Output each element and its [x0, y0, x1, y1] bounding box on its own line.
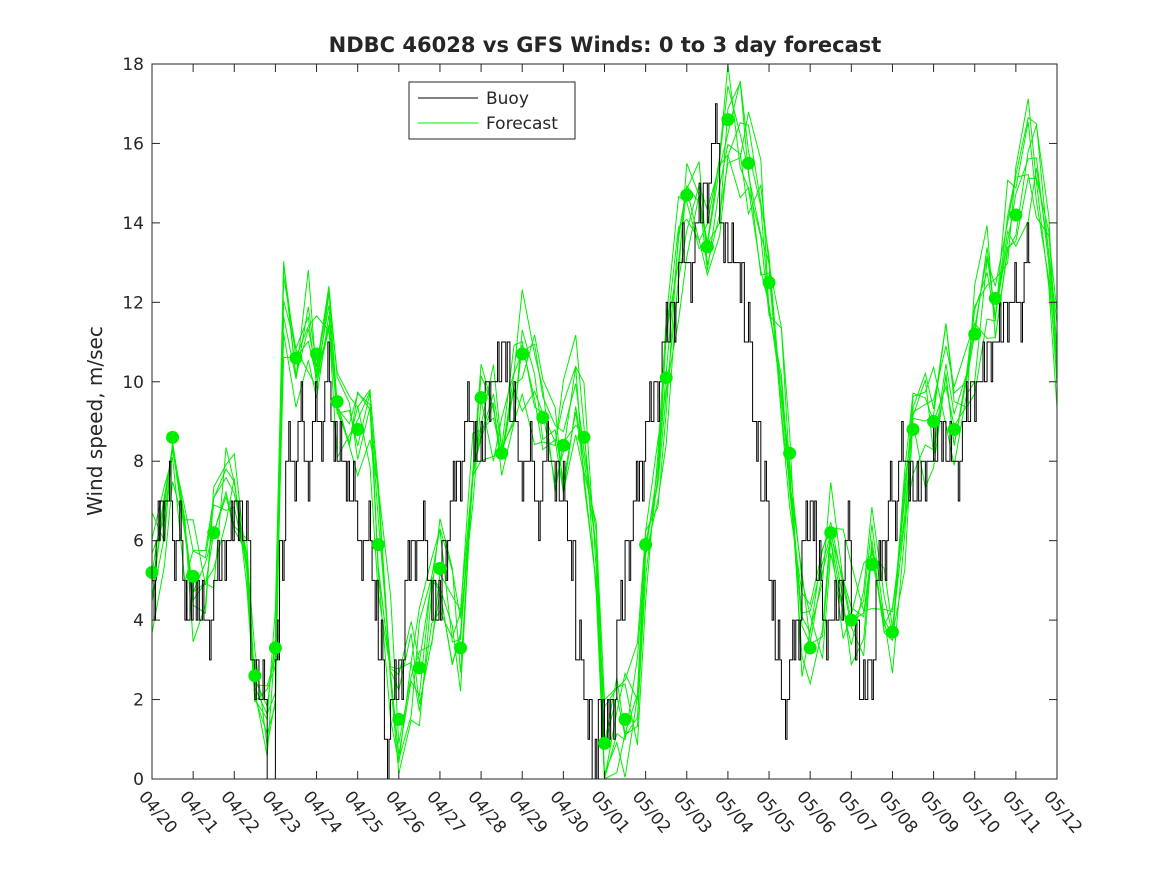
- forecast-marker: [741, 156, 755, 170]
- forecast-marker: [310, 347, 324, 361]
- forecast-marker: [268, 641, 282, 655]
- forecast-marker: [556, 438, 570, 452]
- y-tick-label: 6: [133, 532, 144, 552]
- x-tick-label: 04/23: [258, 787, 305, 837]
- forecast-marker: [371, 538, 385, 552]
- forecast-marker: [248, 669, 262, 683]
- y-tick-label: 12: [122, 293, 144, 313]
- forecast-marker: [1009, 208, 1023, 222]
- x-tick-label: 04/21: [175, 787, 222, 837]
- forecast-marker: [392, 712, 406, 726]
- forecast-marker: [639, 538, 653, 552]
- forecast-marker: [988, 291, 1002, 305]
- y-axis-label: Wind speed, m/sec: [83, 326, 107, 516]
- forecast-marker: [680, 188, 694, 202]
- y-tick-label: 8: [133, 452, 144, 472]
- forecast-marker: [577, 430, 591, 444]
- forecast-marker: [968, 327, 982, 341]
- x-tick-label: 04/20: [134, 787, 181, 837]
- forecast-marker: [927, 415, 941, 428]
- forecast-marker: [536, 411, 550, 425]
- forecast-marker: [906, 422, 920, 436]
- forecast-marker: [598, 736, 611, 750]
- y-tick-label: 0: [133, 770, 144, 790]
- x-tick-label: 05/03: [669, 787, 716, 837]
- forecast-marker: [433, 561, 447, 575]
- forecast-marker: [885, 625, 899, 639]
- forecast-marker: [474, 391, 488, 405]
- buoy-series: [152, 103, 1031, 780]
- x-tick-label: 04/27: [422, 787, 469, 837]
- forecast-marker: [803, 641, 817, 655]
- forecast-marker: [454, 641, 468, 655]
- forecast-marker: [618, 712, 632, 726]
- x-tick-label: 05/01: [587, 787, 634, 837]
- legend-buoy-label: Buoy: [486, 89, 529, 109]
- y-tick-label: 2: [133, 691, 144, 711]
- chart-title: NDBC 46028 vs GFS Winds: 0 to 3 day fore…: [329, 33, 882, 57]
- x-tick-label: 05/04: [710, 787, 757, 837]
- forecast-marker: [330, 395, 344, 409]
- x-tick-label: 05/02: [628, 787, 675, 837]
- legend: Buoy Forecast: [408, 81, 576, 140]
- forecast-marker: [844, 613, 858, 627]
- forecast-marker: [824, 526, 838, 540]
- y-tick-label: 18: [122, 55, 144, 75]
- buoy-line: [152, 103, 1031, 780]
- forecast-marker: [289, 351, 303, 365]
- forecast-marker: [351, 422, 365, 436]
- x-tick-label: 05/08: [875, 787, 922, 837]
- forecast-marker: [412, 661, 426, 675]
- x-tick-label: 04/25: [340, 787, 387, 837]
- legend-box: [408, 81, 576, 140]
- x-tick-label: 05/07: [833, 787, 880, 837]
- x-tick-label: 04/26: [381, 787, 428, 837]
- forecast-marker: [947, 422, 961, 436]
- forecast-marker: [207, 526, 221, 540]
- x-tick-label: 04/28: [463, 787, 510, 837]
- y-tick-label: 10: [122, 373, 144, 393]
- forecast-marker: [495, 446, 509, 460]
- plot-area: [152, 64, 1057, 779]
- forecast-marker: [721, 113, 735, 127]
- forecast-marker: [166, 430, 180, 444]
- y-tick-label: 4: [133, 611, 144, 631]
- forecast-marker: [186, 569, 200, 583]
- legend-forecast-label: Forecast: [486, 114, 558, 134]
- forecast-marker: [762, 275, 776, 289]
- forecast-marker: [659, 371, 673, 385]
- x-tick-label: 04/22: [216, 787, 263, 837]
- x-tick-label: 04/29: [504, 787, 551, 837]
- x-tick-label: 05/06: [792, 787, 839, 837]
- x-tick-label: 05/10: [957, 787, 1004, 837]
- x-tick-label: 05/11: [998, 787, 1045, 837]
- x-tick-label: 04/30: [546, 787, 593, 837]
- x-tick-label: 04/24: [299, 787, 346, 837]
- x-tick-label: 05/05: [751, 787, 798, 837]
- x-tick-label: 05/12: [1039, 787, 1086, 837]
- y-axis: 0 2 4 6 8 10 12 14 16 18: [122, 55, 1057, 790]
- y-tick-label: 14: [122, 214, 144, 234]
- forecast-marker: [783, 446, 797, 460]
- forecast-marker: [700, 240, 714, 254]
- forecast-markers: [145, 113, 1023, 750]
- x-tick-label: 05/09: [916, 787, 963, 837]
- forecast-marker: [865, 558, 879, 571]
- y-tick-label: 16: [122, 134, 144, 154]
- forecast-marker: [515, 347, 529, 361]
